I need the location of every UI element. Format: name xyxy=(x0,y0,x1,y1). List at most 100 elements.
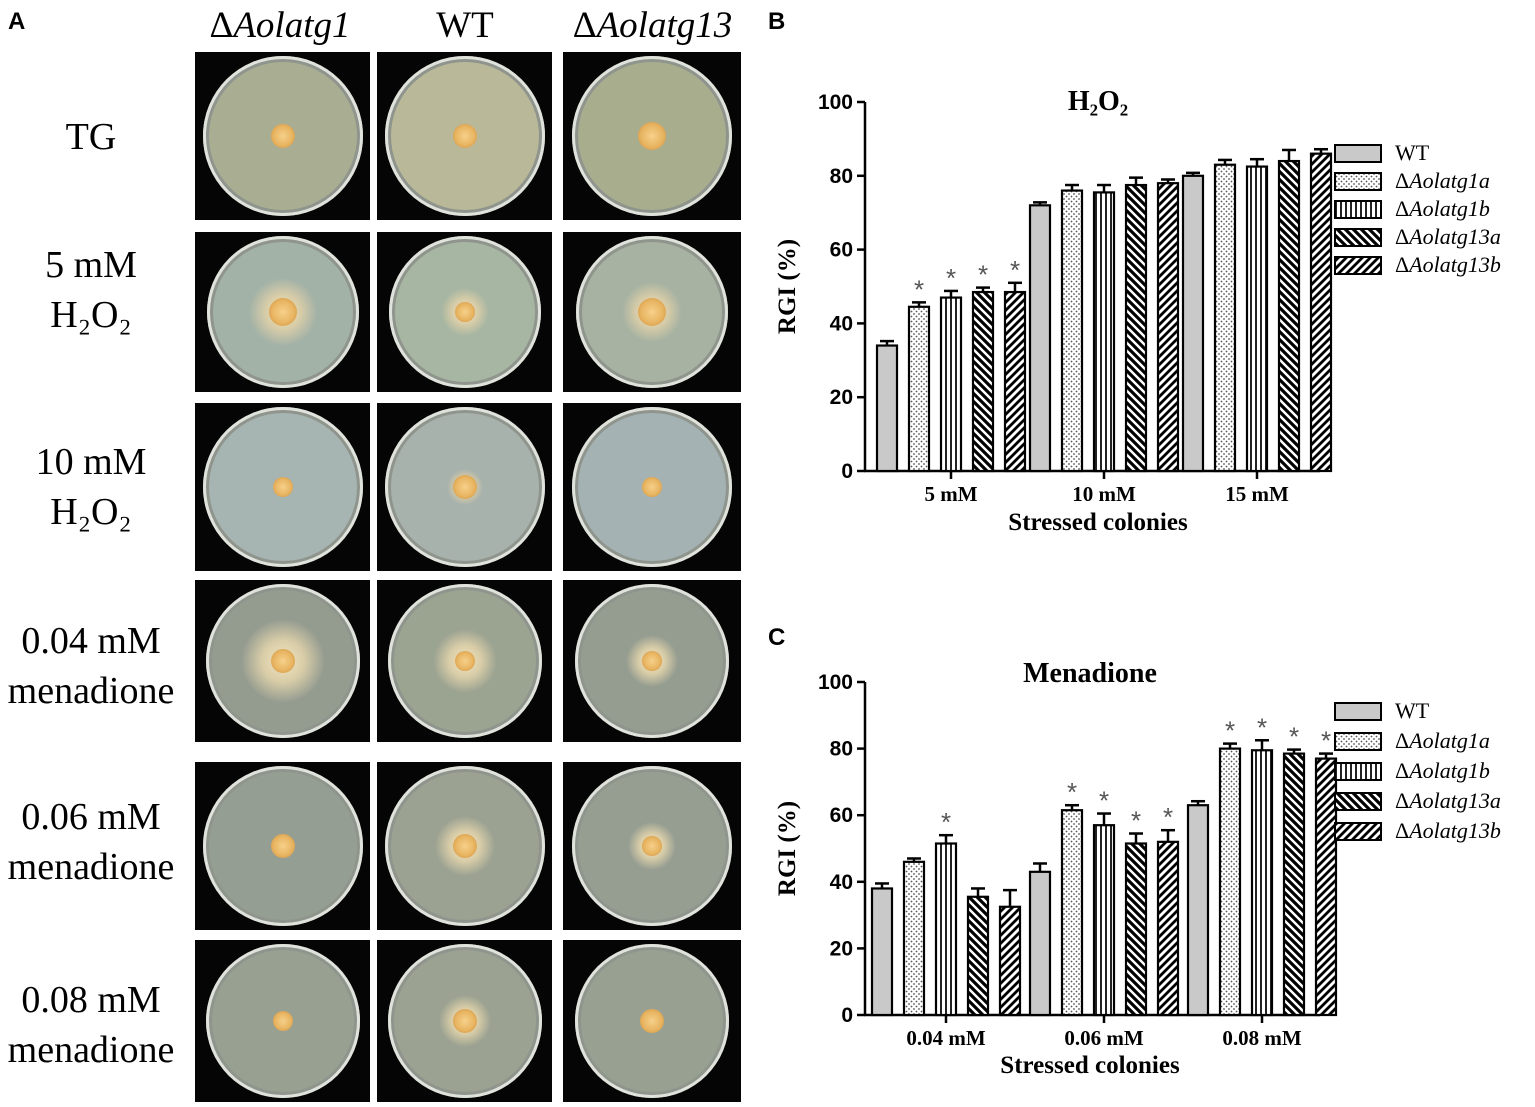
plate-photo xyxy=(195,403,370,571)
bar xyxy=(971,290,995,473)
chart-title: H₂O₂ xyxy=(1068,86,1128,117)
legend-entry: ΔAolatg1a xyxy=(1395,168,1490,193)
row-label-004mm-menadione: 0.04 mM menadione xyxy=(0,616,182,716)
legend-swatch xyxy=(1334,732,1382,751)
fungal-colony xyxy=(268,298,297,326)
legend-entry: ΔAolatg1a xyxy=(1395,728,1490,753)
strain-name: Aolatg13 xyxy=(596,5,733,46)
petri-dish xyxy=(388,236,541,388)
bar xyxy=(1218,747,1242,1017)
significance-marker: * xyxy=(1131,806,1141,836)
row-label-line2: H₂O₂ xyxy=(50,491,132,533)
fungal-colony xyxy=(640,1009,664,1033)
legend-swatch xyxy=(1334,144,1382,163)
significance-marker: * xyxy=(1289,722,1299,752)
x-tick-label: 5 mM xyxy=(924,482,977,506)
petri-dish xyxy=(202,407,363,567)
column-header-aolatg13: ΔAolatg13 xyxy=(555,4,750,47)
plate-photo xyxy=(377,403,552,571)
plate-photo xyxy=(563,940,741,1102)
bar xyxy=(1003,290,1027,473)
y-tick-label: 40 xyxy=(830,312,853,335)
plate-photo xyxy=(563,762,741,930)
row-label-line2: H₂O₂ xyxy=(50,294,132,336)
fungal-colony xyxy=(452,124,477,148)
x-tick-label: 0.04 mM xyxy=(906,1026,985,1050)
row-label-5mm-h2o2: 5 mM H₂O₂ xyxy=(0,240,182,340)
petri-dish xyxy=(572,407,732,567)
row-label-line1: 10 mM xyxy=(35,441,147,483)
row-label-006mm-menadione: 0.06 mM menadione xyxy=(0,792,182,892)
legend-swatch xyxy=(1334,256,1382,275)
petri-dish xyxy=(387,944,542,1098)
plate-photo xyxy=(563,403,741,571)
legend-swatch xyxy=(1334,822,1382,841)
panel-letter-a: A xyxy=(8,8,26,35)
bar xyxy=(1277,159,1301,473)
legend-swatch xyxy=(1334,762,1382,781)
legend-entry: ΔAolatg1b xyxy=(1395,196,1490,221)
plate-photo xyxy=(195,232,370,392)
fungal-colony xyxy=(642,477,662,497)
bar xyxy=(1186,804,1210,1017)
row-label-line1: 0.08 mM xyxy=(21,979,161,1021)
row-label-tg: TG xyxy=(0,112,182,162)
y-tick-label: 20 xyxy=(830,937,853,960)
y-axis-label: RGI (%) xyxy=(774,239,801,334)
bar xyxy=(998,905,1022,1017)
bar xyxy=(1060,189,1084,473)
significance-marker: * xyxy=(1067,777,1077,807)
y-tick-label: 100 xyxy=(818,671,853,694)
bar xyxy=(1028,204,1052,473)
row-label-line2: menadione xyxy=(7,670,175,712)
fungal-colony xyxy=(642,836,662,856)
petri-dish xyxy=(205,584,360,738)
plate-photo xyxy=(377,580,552,742)
significance-marker: * xyxy=(914,274,924,304)
fungal-colony xyxy=(638,298,666,326)
plate-photo xyxy=(563,580,741,742)
bar xyxy=(1028,870,1052,1017)
significance-marker: * xyxy=(941,807,951,837)
legend-entry: ΔAolatg13a xyxy=(1395,788,1501,813)
fungal-colony xyxy=(270,834,295,858)
petri-dish xyxy=(205,944,360,1098)
fungal-colony xyxy=(270,124,295,148)
petri-dish xyxy=(384,766,545,926)
bar xyxy=(1314,757,1338,1017)
y-tick-label: 0 xyxy=(841,460,853,483)
legend-entry: ΔAolatg13b xyxy=(1395,818,1501,843)
fungal-colony xyxy=(272,477,293,497)
legend-swatch xyxy=(1334,702,1382,721)
petri-dish xyxy=(576,236,728,388)
significance-marker: * xyxy=(978,260,988,290)
bar xyxy=(1250,749,1274,1017)
legend-entry: ΔAolatg13a xyxy=(1395,224,1501,249)
legend-swatch xyxy=(1334,200,1382,219)
petri-dish xyxy=(572,766,732,926)
y-tick-label: 40 xyxy=(830,871,853,894)
bar xyxy=(1282,752,1306,1017)
legend-swatch xyxy=(1334,228,1382,247)
bar xyxy=(870,887,894,1017)
delta-prefix: Δ xyxy=(209,5,234,46)
petri-dish xyxy=(572,56,732,216)
plate-photo xyxy=(195,580,370,742)
legend-entry: WT xyxy=(1395,140,1430,165)
significance-marker: * xyxy=(1225,716,1235,746)
petri-dish xyxy=(202,766,363,926)
plate-photo xyxy=(563,52,741,220)
bar xyxy=(939,296,963,473)
fungal-colony xyxy=(452,1009,477,1033)
x-axis-label: Stressed colonies xyxy=(1008,509,1188,536)
petri-dish xyxy=(387,584,542,738)
x-tick-label: 15 mM xyxy=(1225,482,1289,506)
petri-dish xyxy=(575,584,729,738)
row-label-line2: menadione xyxy=(7,846,175,888)
bar xyxy=(902,860,926,1017)
plate-photo xyxy=(195,762,370,930)
plate-photo xyxy=(377,762,552,930)
y-tick-label: 60 xyxy=(830,239,853,262)
row-label-line1: 5 mM xyxy=(45,244,137,286)
significance-marker: * xyxy=(1321,726,1331,756)
